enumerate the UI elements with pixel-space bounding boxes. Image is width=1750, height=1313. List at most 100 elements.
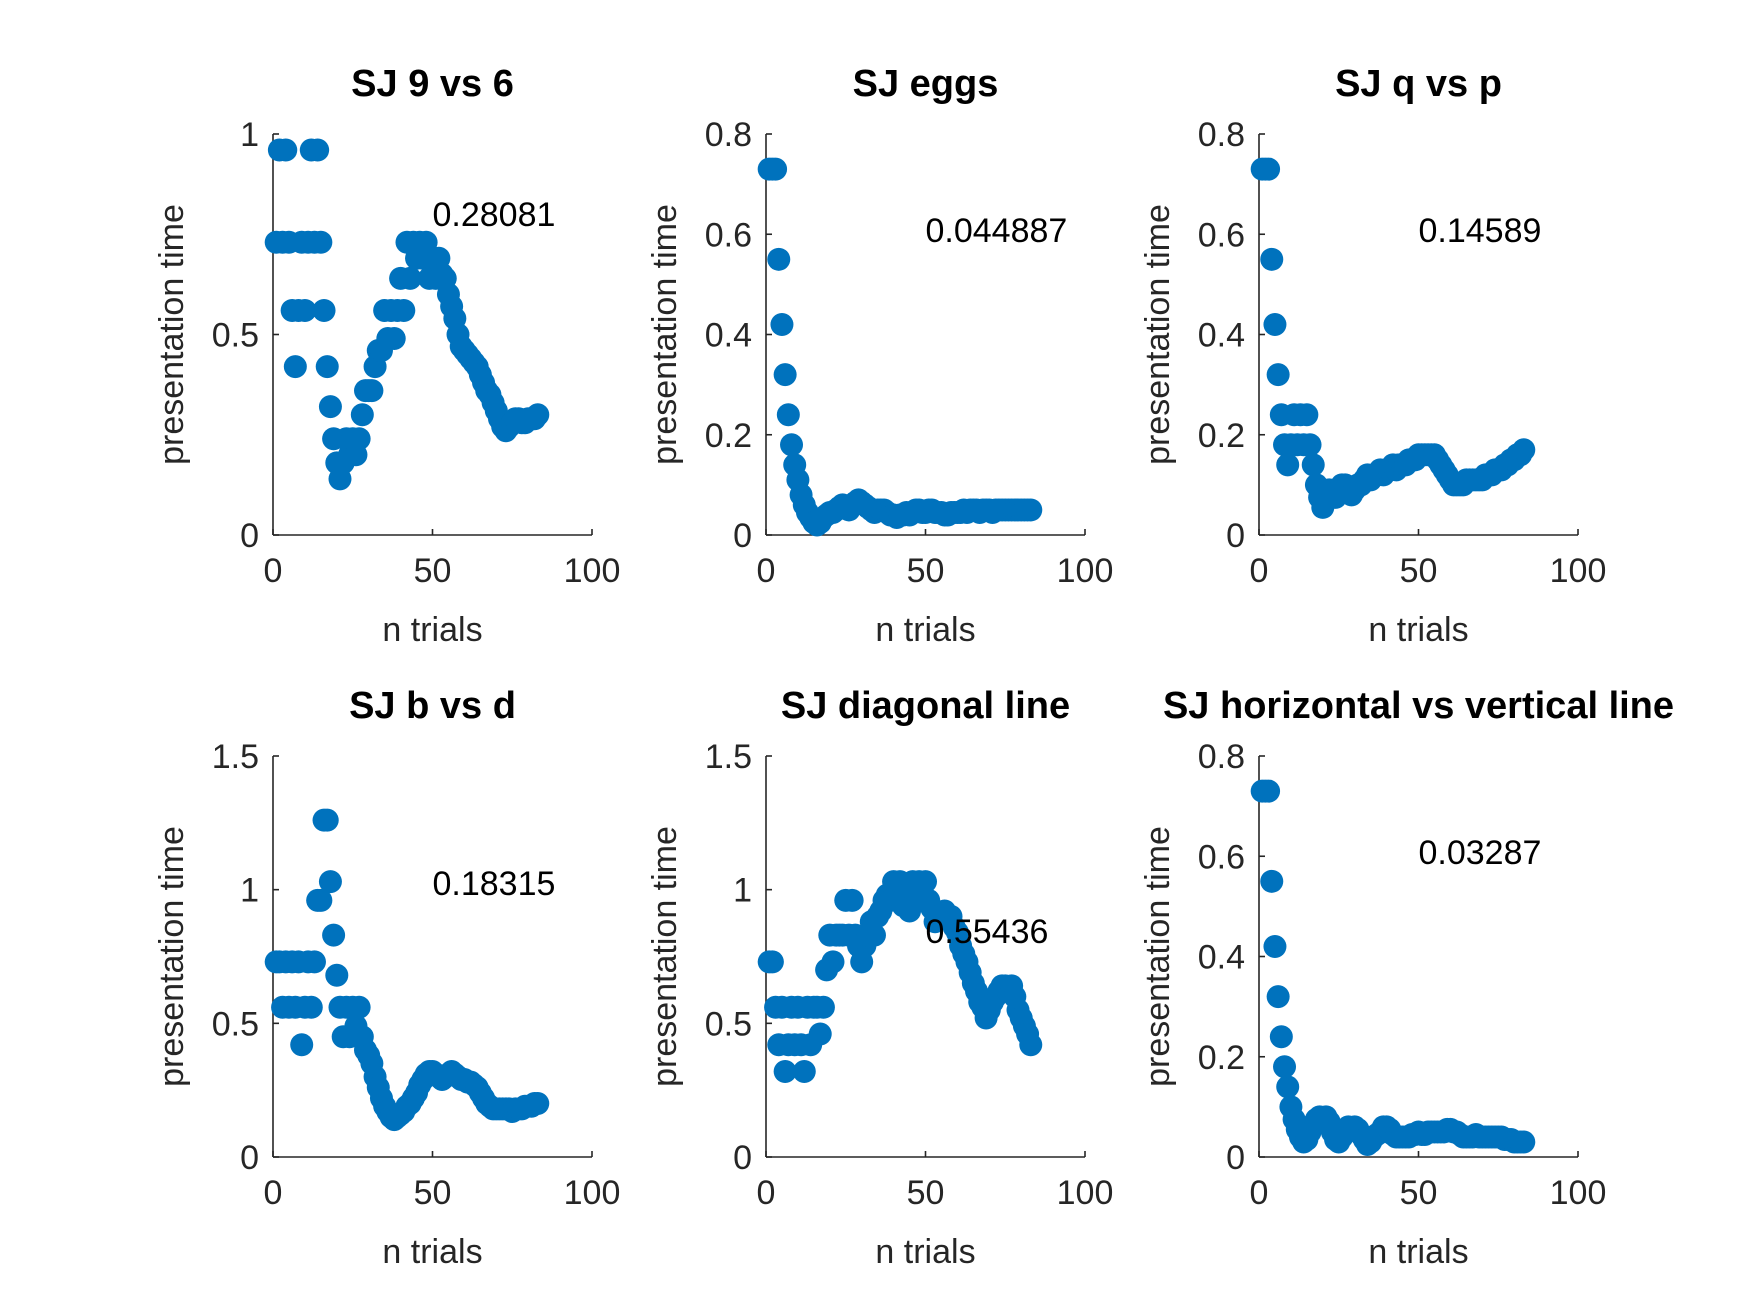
data-point	[914, 870, 937, 894]
data-point	[392, 298, 416, 322]
data-point	[1301, 453, 1325, 477]
value-annotation: 0.14589	[1419, 212, 1542, 250]
data-point	[306, 138, 330, 162]
y-tick-label: 0	[733, 1139, 752, 1177]
x-tick-label: 50	[414, 552, 452, 590]
data-point	[1257, 157, 1281, 181]
y-tick-label: 0.2	[1198, 417, 1245, 455]
x-tick-label: 50	[1400, 1174, 1438, 1212]
data-point	[526, 403, 550, 427]
data-point	[315, 808, 339, 832]
subplot-4: 0 50 100 0 0.5 1 1.5 SJ b vs d n trials presentat…	[153, 685, 620, 1271]
x-axis-label: n trials	[1368, 1233, 1468, 1271]
data-point	[309, 888, 333, 912]
data-point	[773, 363, 797, 387]
subplot-6: 0 50 100 0 0.2 0.4 0.6 0.8 SJ horizontal vs vert…	[1139, 685, 1674, 1271]
x-tick-label: 100	[1057, 552, 1114, 590]
data-point	[840, 888, 864, 912]
data-point	[1276, 453, 1300, 477]
x-tick-label: 0	[1250, 1174, 1269, 1212]
x-tick-label: 50	[1400, 552, 1438, 590]
data-point	[293, 298, 317, 322]
data-point	[302, 950, 326, 974]
y-tick-label: 0.4	[1198, 317, 1245, 355]
y-tick-label: 0.8	[1198, 116, 1245, 154]
data-point	[318, 395, 342, 419]
x-axis-label: n trials	[382, 611, 482, 649]
x-tick-label: 0	[1250, 552, 1269, 590]
subplot-5: 0 50 100 0 0.5 1 1.5 SJ diagonal line n trials pr…	[646, 685, 1113, 1271]
data-point	[274, 138, 298, 162]
y-tick-label: 0.5	[212, 1005, 259, 1043]
data-point	[1257, 779, 1281, 803]
y-tick-label: 0	[733, 517, 752, 555]
data-point	[347, 995, 371, 1019]
y-axis-label: presentation time	[1139, 826, 1177, 1087]
subplot-1: 0 50 100 0 0.5 1 SJ 9 vs 6 n trials presentation…	[153, 63, 620, 649]
y-tick-label: 0.5	[212, 317, 259, 355]
y-axis-label: presentation time	[153, 826, 191, 1087]
data-point	[1260, 869, 1284, 893]
data-point	[322, 923, 346, 947]
data-point	[347, 427, 371, 451]
y-tick-label: 0	[1226, 1139, 1245, 1177]
data-point	[318, 870, 342, 894]
data-point	[821, 950, 845, 974]
y-tick-label: 1	[733, 872, 752, 910]
data-point	[773, 1059, 797, 1083]
data-point	[780, 433, 804, 457]
data-point	[1295, 403, 1319, 427]
data-point	[290, 1033, 314, 1057]
y-tick-label: 1	[240, 872, 259, 910]
x-tick-label: 0	[757, 552, 776, 590]
data-point	[1273, 1055, 1297, 1079]
chart-title: SJ diagonal line	[781, 685, 1070, 727]
value-annotation: 0.044887	[926, 212, 1068, 250]
y-tick-label: 0.5	[705, 1005, 752, 1043]
y-tick-label: 0.6	[1198, 838, 1245, 876]
y-tick-label: 0.8	[1198, 738, 1245, 776]
chart-title: SJ b vs d	[349, 685, 516, 727]
value-annotation: 0.55436	[926, 913, 1049, 951]
subplot-2: 0 50 100 0 0.2 0.4 0.6 0.8 SJ eggs n trials presen…	[646, 63, 1113, 649]
value-annotation: 0.03287	[1419, 834, 1542, 872]
data-point	[1298, 433, 1322, 457]
y-tick-label: 0.2	[705, 417, 752, 455]
data-point	[398, 266, 422, 290]
chart-title: SJ q vs p	[1335, 63, 1502, 105]
data-point	[1260, 247, 1284, 271]
data-point	[1266, 363, 1290, 387]
x-axis-label: n trials	[875, 611, 975, 649]
data-point	[526, 1092, 550, 1116]
data-point	[808, 1022, 832, 1046]
subplot-3: 0 50 100 0 0.2 0.4 0.6 0.8 SJ q vs p n trials pres…	[1139, 63, 1606, 649]
data-point	[1269, 1025, 1293, 1049]
y-tick-label: 0	[1226, 517, 1245, 555]
x-axis-label: n trials	[1368, 611, 1468, 649]
data-point	[1512, 1130, 1536, 1154]
data-point	[1512, 438, 1536, 462]
data-point	[312, 298, 336, 322]
data-point	[382, 327, 406, 351]
data-point	[315, 355, 339, 379]
data-point	[350, 403, 374, 427]
data-point	[1266, 985, 1290, 1009]
data-point	[283, 355, 307, 379]
data-point	[776, 403, 800, 427]
y-tick-label: 0.6	[705, 216, 752, 254]
data-point	[767, 247, 791, 271]
x-tick-label: 50	[414, 1174, 452, 1212]
data-point	[1263, 312, 1287, 336]
data-point	[325, 963, 349, 987]
data-point	[770, 312, 794, 336]
y-tick-label: 0	[240, 1139, 259, 1177]
data-point	[811, 995, 835, 1019]
y-tick-label: 0.6	[1198, 216, 1245, 254]
x-tick-label: 0	[264, 1174, 283, 1212]
y-tick-label: 1.5	[212, 738, 259, 776]
y-tick-label: 0.4	[705, 317, 752, 355]
y-axis-label: presentation time	[153, 204, 191, 465]
x-tick-label: 50	[907, 552, 945, 590]
x-axis-label: n trials	[875, 1233, 975, 1271]
